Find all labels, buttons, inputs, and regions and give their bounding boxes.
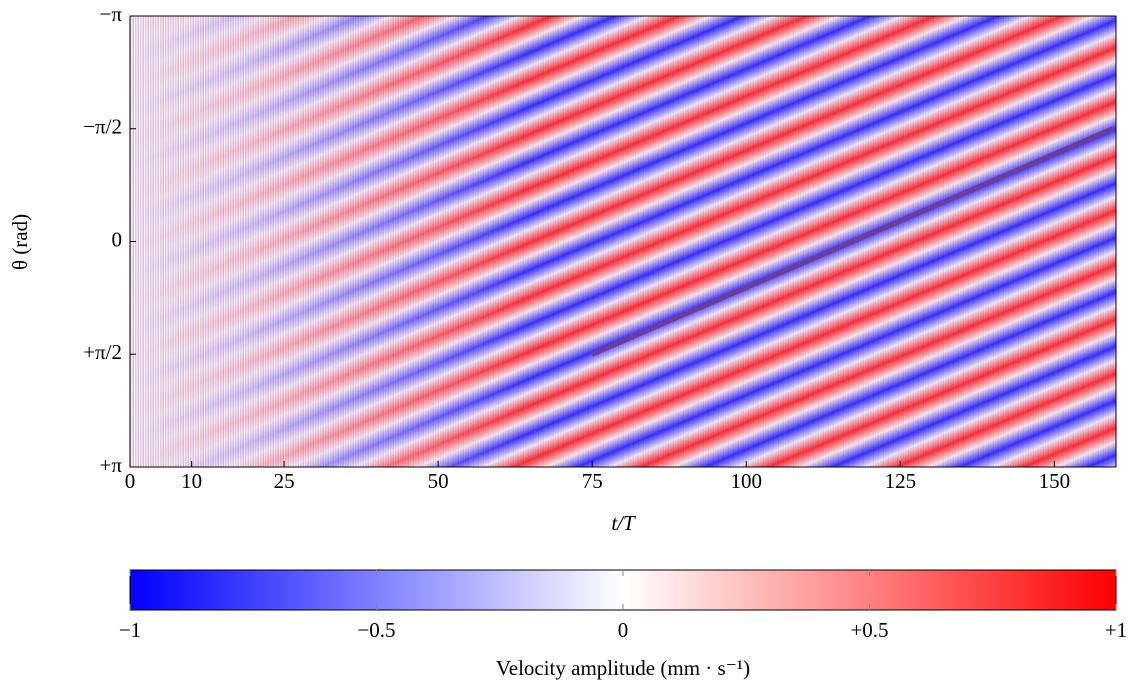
x-tick-label: 75 — [582, 469, 603, 493]
colorbar — [129, 569, 1117, 611]
x-tick-label: 150 — [1039, 469, 1071, 493]
x-tick-label: 10 — [181, 469, 202, 493]
colorbar-tick-label: +0.5 — [850, 618, 888, 642]
colorbar-tick-label: +1 — [1105, 618, 1127, 642]
y-axis-label: θ (rad) — [8, 214, 32, 270]
colorbar-tick-label: 0 — [618, 618, 629, 642]
texture — [130, 16, 1116, 467]
x-tick-label: 100 — [731, 469, 763, 493]
x-tick-label: 50 — [428, 469, 449, 493]
colorbar-tick-label: −0.5 — [357, 618, 395, 642]
x-tick-label: 25 — [274, 469, 295, 493]
y-tick-label: +π/2 — [83, 340, 122, 364]
colorbar-tick-label: −1 — [119, 618, 141, 642]
y-tick-label: −π/2 — [83, 115, 122, 139]
y-tick-label: +π — [100, 453, 123, 477]
colorbar-label: Velocity amplitude (mm · s⁻¹) — [496, 656, 750, 680]
x-tick-label: 0 — [125, 469, 136, 493]
x-axis-label: t/T — [611, 511, 636, 535]
y-tick-label: 0 — [112, 227, 123, 251]
x-tick-label: 125 — [885, 469, 917, 493]
trend-line — [591, 126, 1114, 357]
y-tick-label: −π — [100, 2, 123, 26]
